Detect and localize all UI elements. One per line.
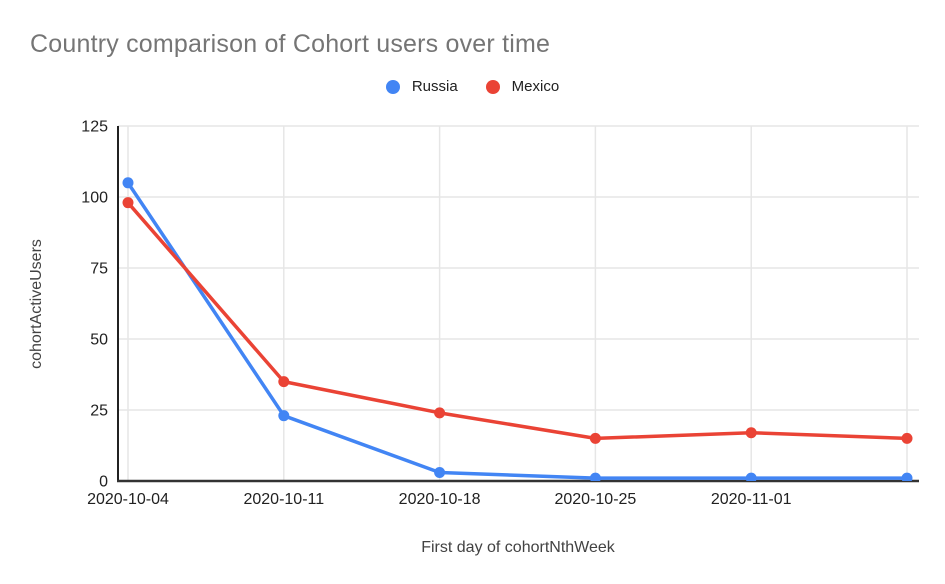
y-tick-label: 50 xyxy=(90,332,108,349)
legend-label-mexico: Mexico xyxy=(511,78,560,95)
chart-title: Country comparison of Cohort users over … xyxy=(30,30,551,58)
x-tick-label: 2020-10-04 xyxy=(87,491,169,508)
x-tick-label: 2020-11-01 xyxy=(711,491,792,508)
data-point-russia[interactable] xyxy=(122,177,134,189)
x-tick-label: 2020-10-11 xyxy=(243,491,324,508)
series-line-russia xyxy=(126,181,909,480)
legend-item-mexico[interactable]: Mexico xyxy=(485,78,560,95)
y-axis-title: cohortActiveUsers xyxy=(28,239,45,369)
legend-dot-russia-icon xyxy=(385,79,400,94)
y-tick-label: 75 xyxy=(90,261,108,278)
data-point-russia[interactable] xyxy=(589,472,601,484)
data-point-mexico[interactable] xyxy=(589,432,601,444)
x-tick-label: 2020-10-18 xyxy=(399,491,481,508)
legend-item-russia[interactable]: Russia xyxy=(385,78,458,95)
data-point-russia[interactable] xyxy=(901,472,913,484)
legend: Russia Mexico xyxy=(0,78,945,95)
data-point-russia[interactable] xyxy=(434,466,446,478)
y-tick-label: 0 xyxy=(99,474,108,491)
y-tick-label: 125 xyxy=(81,119,108,136)
x-tick-label: 2020-10-25 xyxy=(554,491,636,508)
x-axis-title: First day of cohortNthWeek xyxy=(421,539,615,556)
data-point-mexico[interactable] xyxy=(122,197,134,209)
y-tick-label: 25 xyxy=(90,403,108,420)
data-point-mexico[interactable] xyxy=(278,376,290,388)
data-point-mexico[interactable] xyxy=(901,432,913,444)
data-point-russia[interactable] xyxy=(278,410,290,422)
data-point-mexico[interactable] xyxy=(434,407,446,419)
data-point-mexico[interactable] xyxy=(745,427,757,439)
series-line-mexico xyxy=(126,200,909,441)
legend-label-russia: Russia xyxy=(411,78,458,95)
legend-dot-mexico-icon xyxy=(485,79,500,94)
data-point-russia[interactable] xyxy=(745,472,757,484)
y-tick-label: 100 xyxy=(81,190,108,207)
